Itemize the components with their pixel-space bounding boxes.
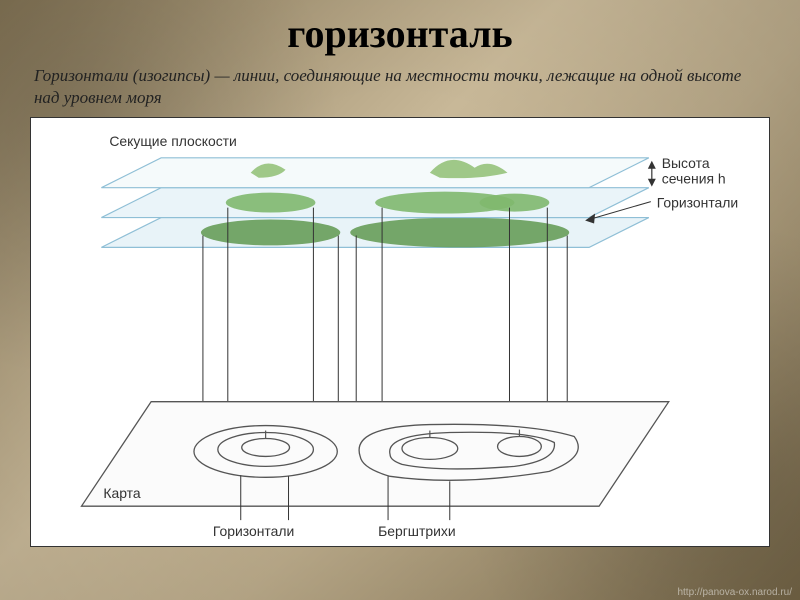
section-height-bracket — [648, 161, 656, 187]
cutting-plane-1 — [101, 158, 648, 188]
hill-left-slice-2 — [226, 193, 316, 213]
label-contours-bottom: Горизонтали — [213, 523, 294, 539]
label-contours-right: Горизонтали — [657, 195, 738, 211]
label-bergstrokes: Бергштрихи — [378, 523, 456, 539]
label-section-height-1: Высота — [662, 155, 710, 171]
slide-container: горизонталь Горизонтали (изогипсы) — лин… — [0, 0, 800, 600]
label-map: Карта — [103, 485, 141, 501]
hill-left-slice-3 — [201, 220, 340, 246]
diagram-svg: Секущие плоскости Высота сечения h Гориз… — [31, 118, 769, 546]
definition-text: Горизонтали (изогипсы) — линии, соединяю… — [30, 65, 770, 109]
hill-right-slice-3 — [350, 218, 569, 248]
map-plane — [81, 402, 668, 507]
label-cutting-planes: Секущие плоскости — [109, 133, 236, 149]
label-section-height-2: сечения h — [662, 171, 726, 187]
slide-title: горизонталь — [30, 10, 770, 57]
footer-url: http://panova-ox.narod.ru/ — [677, 587, 792, 598]
hill-right-slice-2b — [480, 194, 550, 212]
diagram-container: Секущие плоскости Высота сечения h Гориз… — [30, 117, 770, 547]
